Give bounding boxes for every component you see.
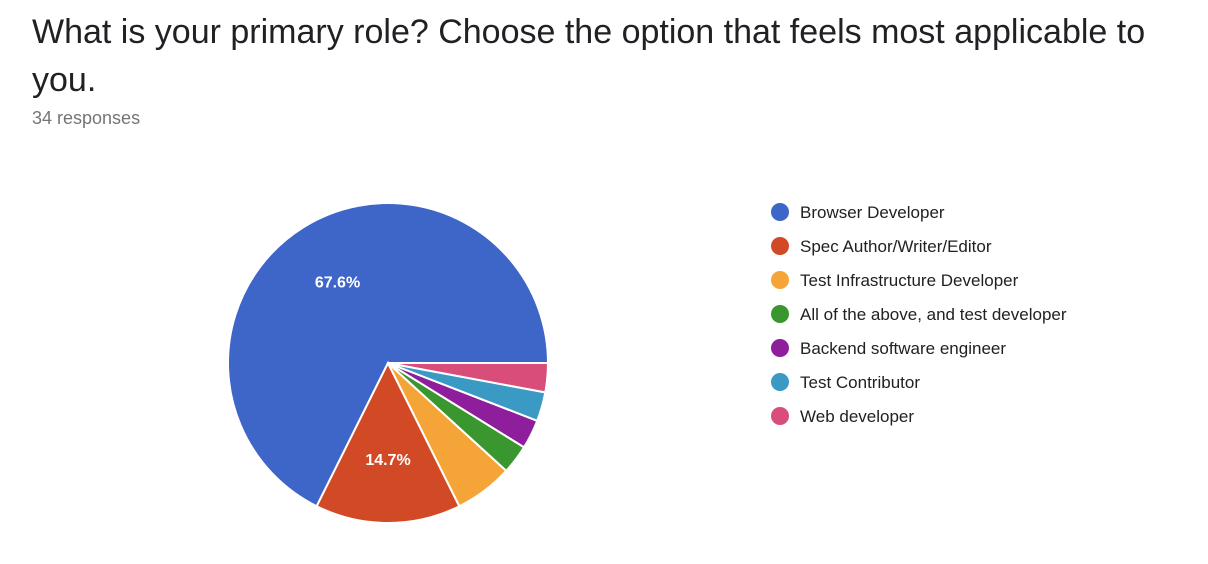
legend-swatch [771,271,789,289]
legend: Browser Developer Spec Author/Writer/Edit… [771,203,1067,426]
response-count: 34 responses [32,108,141,128]
legend-swatch [771,305,789,323]
pie-slice-percent-label: 67.6% [315,274,360,291]
legend-item: Test Infrastructure Developer [771,271,1019,290]
legend-item: Spec Author/Writer/Editor [771,237,992,256]
pie-slice-browser-developer[interactable] [227,202,550,508]
legend-item: Backend software engineer [771,339,1006,358]
pie-slice-labels: 67.6% 14.7% [315,274,411,469]
legend-swatch [771,339,789,357]
pie-slices [227,202,550,524]
legend-swatch [771,373,789,391]
pie-slice-percent-label: 14.7% [365,452,410,469]
legend-swatch [771,237,789,255]
legend-swatch [771,407,789,425]
pie-slice-spec-author-writer-editor[interactable] [315,360,461,524]
legend-swatch [771,203,789,221]
legend-label: Web developer [800,407,914,426]
legend-item: All of the above, and test developer [771,305,1067,324]
legend-label: All of the above, and test developer [800,305,1067,324]
chart-title: What is your primary role? Choose the op… [32,13,1146,99]
legend-label: Spec Author/Writer/Editor [800,237,992,256]
legend-item: Web developer [771,407,914,426]
legend-label: Test Infrastructure Developer [800,271,1019,290]
legend-item: Browser Developer [771,203,945,222]
legend-label: Backend software engineer [800,339,1006,358]
legend-label: Test Contributor [800,373,920,392]
legend-label: Browser Developer [800,203,945,222]
pie-slice-web-developer[interactable] [387,362,550,394]
legend-item: Test Contributor [771,373,920,392]
